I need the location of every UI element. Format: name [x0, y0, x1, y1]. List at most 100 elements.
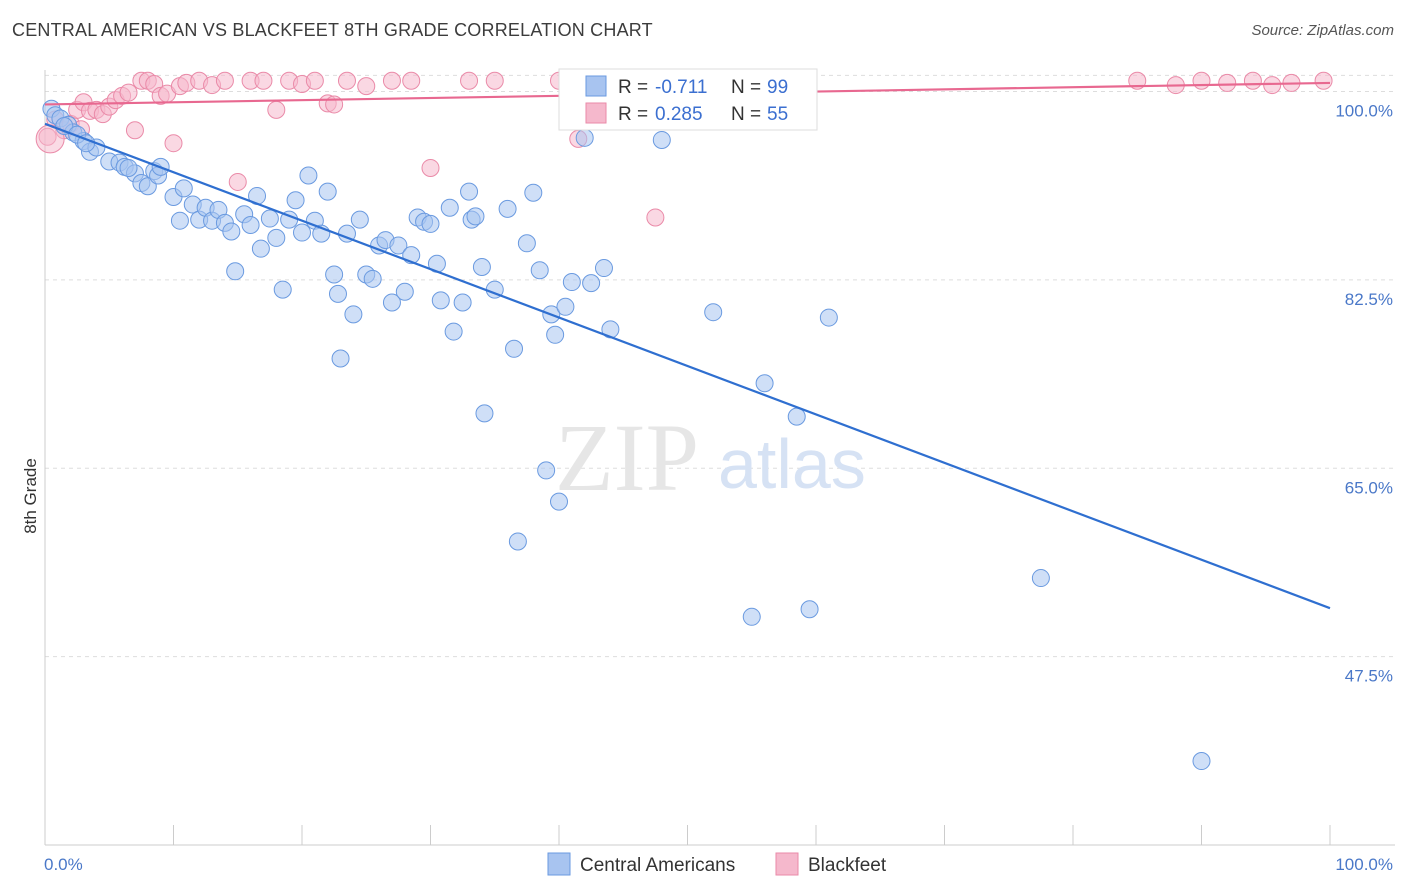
axes	[44, 70, 1395, 846]
central-american-point	[475, 404, 494, 423]
gridlines	[45, 74, 1395, 658]
central-american-point	[453, 293, 472, 312]
central-american-point	[819, 308, 838, 327]
central-american-point	[395, 282, 414, 301]
central-american-point	[260, 209, 279, 228]
blackfeet-point	[215, 71, 234, 90]
blackfeet-point	[1192, 71, 1211, 90]
central-american-point	[517, 234, 536, 253]
central-american-point	[331, 349, 350, 368]
blackfeet-point	[119, 83, 138, 102]
y-tick-label-2: 82.5%	[1345, 290, 1393, 309]
central-american-point	[241, 216, 260, 234]
legend-r-label-1: R =	[618, 77, 648, 98]
central-american-point	[800, 600, 819, 619]
central-american-point	[755, 374, 774, 393]
central-american-point	[440, 198, 459, 217]
central-american-point	[389, 236, 408, 255]
y-axis-label: 8th Grade	[21, 458, 40, 534]
central-american-point	[299, 166, 318, 185]
central-american-point	[325, 265, 344, 284]
y-tick-label-0: 47.5%	[1345, 667, 1393, 686]
watermark-zip: ZIP	[555, 404, 699, 511]
blackfeet-point	[125, 121, 144, 140]
legend-r-value-1: -0.711	[655, 77, 707, 98]
central-american-points	[42, 99, 1211, 771]
blackfeet-point	[485, 71, 504, 90]
central-american-point	[251, 239, 270, 258]
central-american-point	[1192, 752, 1211, 771]
legend-swatch-blue	[585, 75, 607, 97]
central-american-point	[575, 128, 594, 147]
series-swatch-central-americans	[547, 852, 571, 876]
watermark-atlas: atlas	[718, 425, 866, 503]
central-american-point	[704, 303, 723, 322]
blackfeet-point	[254, 71, 273, 90]
central-american-point	[742, 607, 761, 626]
central-american-point	[652, 130, 671, 149]
central-american-point	[530, 261, 549, 280]
blackfeet-point	[646, 208, 665, 227]
legend-r-label-2: R =	[618, 104, 648, 125]
blackfeet-point	[1314, 71, 1333, 90]
legend-n-label-2: N =	[731, 104, 761, 125]
trend-lines	[44, 81, 1331, 610]
blackfeet-point	[305, 71, 324, 90]
legend-n-label-1: N =	[731, 77, 761, 98]
central-american-point	[226, 262, 245, 281]
x-tick-label-1: 100.0%	[1335, 855, 1393, 874]
blackfeet-point	[267, 100, 286, 119]
blackfeet-point	[228, 172, 247, 191]
y-tick-label-3: 100.0%	[1335, 102, 1393, 121]
central-american-point	[293, 223, 311, 242]
central-american-point	[318, 182, 337, 201]
central-american-point	[344, 305, 363, 324]
blackfeet-point	[382, 71, 401, 90]
central-american-point	[350, 210, 369, 229]
x-tick-label-0: 0.0%	[44, 855, 83, 874]
legend-r-value-2: 0.285	[655, 104, 703, 125]
central-american-point	[505, 339, 524, 358]
central-american-point	[498, 199, 517, 218]
blackfeet-point	[1243, 71, 1262, 90]
blackfeet-point	[421, 158, 440, 177]
watermark: ZIP atlas	[555, 404, 866, 511]
central-american-point	[562, 273, 581, 292]
central-american-point	[550, 492, 568, 511]
central-american-point	[460, 182, 479, 201]
central-american-point	[363, 269, 382, 288]
central-american-point	[546, 325, 565, 344]
central-american-point	[273, 280, 292, 299]
blackfeet-point	[402, 71, 421, 90]
central-american-point	[594, 259, 613, 278]
central-american-point	[787, 407, 806, 426]
central-american-point	[537, 461, 556, 480]
central-american-point	[524, 183, 543, 202]
central-american-point	[556, 297, 575, 316]
central-american-point	[222, 222, 241, 241]
central-american-point	[174, 179, 193, 198]
central-american-point	[328, 284, 347, 303]
central-american-point	[119, 158, 138, 177]
blackfeet-point	[164, 134, 183, 153]
central-american-point	[1031, 569, 1050, 588]
source-label: Source: ZipAtlas.com	[1251, 22, 1394, 39]
blackfeet-point	[357, 77, 376, 96]
series-label-blackfeet: Blackfeet	[808, 855, 887, 876]
series-legend: Central Americans Blackfeet	[547, 852, 887, 876]
tick-labels: 47.5% 65.0% 82.5% 100.0% 0.0% 100.0%	[44, 102, 1393, 874]
blackfeet-point	[337, 71, 356, 90]
central-american-point	[582, 274, 601, 293]
series-swatch-blackfeet	[775, 852, 799, 876]
series-label-central-americans: Central Americans	[580, 855, 735, 876]
central-american-point	[286, 191, 305, 210]
stats-legend: R = -0.711 N = 99 R = 0.285 N = 55	[558, 68, 818, 131]
central-american-point	[170, 211, 189, 230]
central-american-point	[431, 291, 450, 310]
central-american-point	[382, 293, 401, 312]
central-american-point	[444, 322, 463, 341]
central-american-point	[421, 214, 440, 233]
blackfeet-point	[460, 71, 479, 90]
y-tick-label-1: 65.0%	[1345, 478, 1393, 497]
legend-n-value-1: 99	[767, 77, 788, 98]
